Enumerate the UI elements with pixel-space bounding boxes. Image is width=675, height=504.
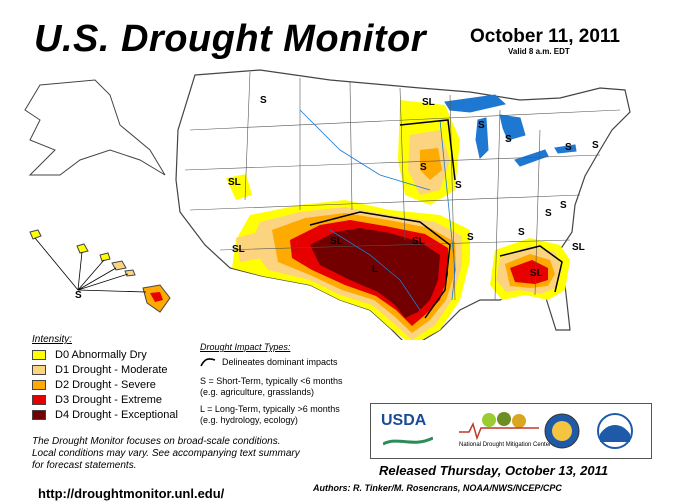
impact-label: S [565,142,572,153]
impact-line-icon [200,358,216,367]
valid-time: Valid 8 a.m. EDT [508,47,570,56]
impact-label: SL [228,177,241,188]
legend-item-d3: D3 Drought - Extreme [32,393,162,407]
footnote-line: The Drought Monitor focuses on broad-sca… [32,436,281,447]
usda-logo: USDA [381,412,427,429]
legend-item-d4: D4 Drought - Exceptional [32,408,178,422]
impact-label: S [420,162,427,173]
impact-short-term-example: (e.g. agriculture, grasslands) [200,387,315,397]
impact-long-term: L = Long-Term, typically >6 months [200,404,340,414]
footnote-line: Local conditions may vary. See accompany… [32,448,300,459]
usda-swoosh-icon [383,436,433,446]
impact-label: S [75,290,82,301]
impact-label: S [518,227,525,238]
rivers [299,109,456,311]
legend-label: D1 Drought - Moderate [55,364,168,376]
map-title: U.S. Drought Monitor [34,18,427,60]
legend-item-d2: D2 Drought - Severe [32,378,156,392]
legend-label: D4 Drought - Exceptional [55,409,178,421]
hawaii-pointers [34,237,147,293]
impact-label: SL [412,236,425,247]
legend-label: D3 Drought - Extreme [55,394,162,406]
impact-label: S [467,232,474,243]
impact-boundaries [309,119,563,319]
impact-short-term: S = Short-Term, typically <6 months [200,376,343,386]
legend-swatch [32,365,46,375]
footnote-line: for forecast statements. [32,460,137,471]
great-lakes [444,94,577,167]
ndmc-trees-icon [459,412,539,440]
ndmc-line1: National [459,442,482,448]
impact-label: S [545,208,552,219]
impact-label: SL [572,242,585,253]
state-boundaries [184,71,621,301]
authors: Authors: R. Tinker/M. Rosencrans, NOAA/N… [313,483,562,493]
legend-label: D2 Drought - Severe [55,379,156,391]
website-url[interactable]: http://droughtmonitor.unl.edu/ [38,486,225,501]
impact-label: S [592,140,599,151]
impact-label: S [560,200,567,211]
noaa-logo-icon [597,413,633,449]
impact-types-title: Drought Impact Types: [200,342,291,352]
legend-swatch [32,350,46,360]
legend-swatch [32,380,46,390]
footnote: The Drought Monitor focuses on broad-sca… [32,436,352,472]
hawaii [29,229,171,313]
alaska [24,79,166,176]
legend-swatch [32,395,46,405]
drought-map: S SL SL S S S S SL S S S SL SL L SL SL S… [24,69,631,340]
impact-delineates: Delineates dominant impacts [222,357,338,367]
impact-label: SL [530,268,543,279]
impact-label: S [478,120,485,131]
ndmc-label: National Drought Mitigation Center [459,442,551,448]
release-date: Released Thursday, October 13, 2011 [379,463,609,478]
legend-title: Intensity: [32,334,73,345]
legend-label: D0 Abnormally Dry [55,349,147,361]
impact-label: S [455,180,462,191]
impact-label: SL [422,97,435,108]
ndmc-line2: Drought Mitigation Center [482,442,552,448]
legend-swatch [32,410,46,420]
map-date: October 11, 2011 [470,26,620,47]
impact-long-term-example: (e.g. hydrology, ecology) [200,415,298,425]
impact-label: SL [232,244,245,255]
impact-label: S [505,134,512,145]
impact-label: L [372,264,378,275]
partner-logos: USDA National Drought Mitigation Center [370,403,652,459]
legend-item-d0: D0 Abnormally Dry [32,348,147,362]
legend-item-d1: D1 Drought - Moderate [32,363,168,377]
impact-label: SL [330,236,343,247]
impact-label: S [260,95,267,106]
doc-seal-icon [544,413,580,449]
